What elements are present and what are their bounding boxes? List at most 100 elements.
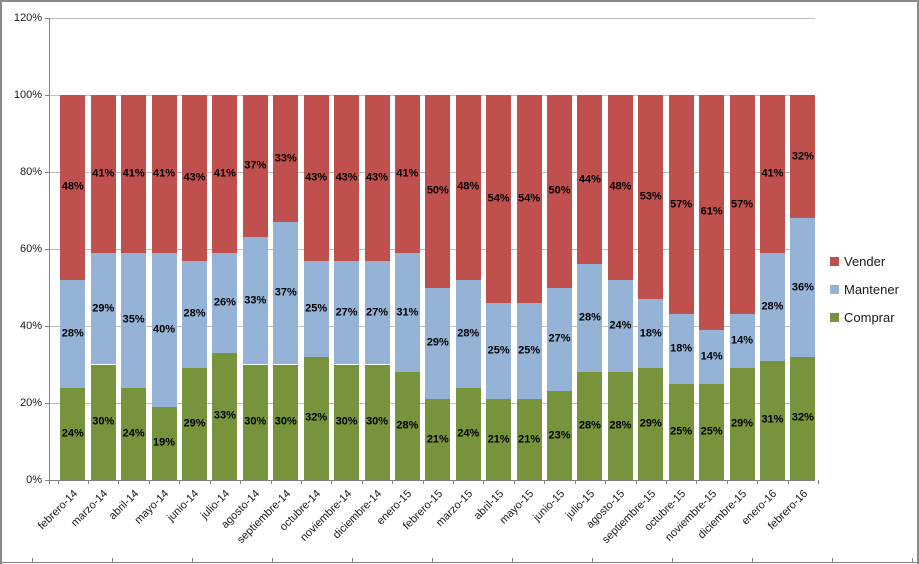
data-label-vender-junio-14: 43% <box>183 171 206 184</box>
data-label-vender-noviembre-14: 43% <box>335 171 358 184</box>
bar-segment-comprar-octubre-15 <box>668 383 694 480</box>
data-label-vender-marzo-14: 41% <box>92 167 115 180</box>
bar-segment-vender-agosto-15 <box>607 95 633 280</box>
bar-segment-comprar-mayo-14 <box>151 406 177 480</box>
bottom-table-tick <box>752 558 753 562</box>
bar-segment-vender-abril-14 <box>121 95 147 253</box>
bar-segment-mantener-febrero-15 <box>425 287 451 400</box>
legend-item-mantener: Mantener <box>830 275 899 303</box>
bar-segment-mantener-julio-15 <box>577 264 603 373</box>
data-label-mantener-diciembre-14: 27% <box>365 306 389 319</box>
data-label-mantener-mayo-14: 40% <box>153 323 176 336</box>
data-label-vender-agosto-15: 48% <box>609 180 632 193</box>
data-label-comprar-diciembre-15: 29% <box>731 417 754 430</box>
bar-segment-vender-julio-15 <box>577 95 603 265</box>
legend-item-comprar: Comprar <box>830 303 899 331</box>
bar-segment-vender-mayo-14 <box>151 95 177 253</box>
y-axis-tick-label: 0% <box>26 474 42 486</box>
bar-segment-vender-julio-14 <box>212 95 238 253</box>
bar-segment-comprar-diciembre-14 <box>364 364 390 480</box>
bar-segment-mantener-junio-15 <box>547 287 573 392</box>
data-label-vender-diciembre-15: 57% <box>731 198 754 211</box>
data-label-vender-enero-16: 41% <box>761 167 784 180</box>
data-label-vender-octubre-15: 57% <box>670 198 693 211</box>
data-label-mantener-agosto-15: 24% <box>609 319 632 332</box>
legend-label: Vender <box>844 253 886 269</box>
data-label-comprar-mayo-14: 19% <box>153 436 176 449</box>
y-axis-tick-mark <box>45 326 49 327</box>
bottom-table-tick <box>272 558 273 562</box>
data-label-vender-febrero-15: 50% <box>426 184 449 197</box>
bar-segment-vender-noviembre-14 <box>334 95 360 261</box>
bar-segment-mantener-enero-16 <box>759 252 785 361</box>
x-axis-tick-mark <box>361 480 363 484</box>
bar-segment-vender-febrero-16 <box>790 95 816 219</box>
bar-segment-mantener-diciembre-14 <box>364 260 390 365</box>
data-label-mantener-julio-14: 26% <box>213 296 236 309</box>
data-label-vender-mayo-15: 54% <box>518 192 541 205</box>
bar-segment-mantener-mayo-14 <box>151 252 177 407</box>
data-label-comprar-julio-15: 28% <box>578 419 601 432</box>
y-axis-tick-label: 20% <box>19 397 42 409</box>
legend-item-vender: Vender <box>830 247 899 275</box>
bar-segment-mantener-diciembre-15 <box>729 314 755 369</box>
data-label-vender-febrero-14: 48% <box>61 180 84 193</box>
bar-segment-comprar-febrero-15 <box>425 399 451 480</box>
data-label-vender-julio-14: 41% <box>213 167 236 180</box>
y-axis-tick-label: 60% <box>19 243 42 255</box>
data-label-mantener-junio-14: 28% <box>183 307 206 320</box>
x-axis-tick-mark <box>635 480 637 484</box>
data-label-mantener-mayo-15: 25% <box>518 344 541 357</box>
data-label-comprar-septiembre-15: 29% <box>639 417 662 430</box>
x-axis-tick-mark <box>148 480 150 484</box>
data-label-comprar-octubre-15: 25% <box>670 425 693 438</box>
bar-segment-comprar-enero-16 <box>759 360 785 480</box>
bottom-table-tick <box>912 558 913 562</box>
bar-segment-mantener-marzo-15 <box>455 279 481 388</box>
x-axis-tick-mark <box>88 480 89 484</box>
bar-segment-mantener-febrero-16 <box>790 218 816 357</box>
x-axis-tick-mark <box>422 480 424 484</box>
bar-segment-mantener-septiembre-15 <box>638 299 664 369</box>
bar-segment-comprar-abril-15 <box>486 399 512 480</box>
x-axis-tick-mark <box>392 480 394 484</box>
bar-segment-vender-marzo-14 <box>90 95 116 253</box>
data-label-vender-octubre-14: 43% <box>305 171 328 184</box>
data-label-comprar-enero-15: 28% <box>396 419 419 432</box>
x-axis-tick-mark <box>605 480 607 484</box>
x-axis-tick-mark <box>209 480 211 484</box>
y-axis-tick-mark <box>45 18 49 19</box>
x-axis-tick-mark <box>483 480 485 484</box>
data-label-comprar-marzo-15: 24% <box>457 427 480 440</box>
bar-segment-comprar-septiembre-15 <box>638 368 664 480</box>
x-axis-tick-mark <box>757 480 759 484</box>
data-label-comprar-diciembre-14: 30% <box>365 415 389 428</box>
y-axis-tick-label: 40% <box>19 320 42 332</box>
data-label-vender-noviembre-15: 61% <box>700 205 723 218</box>
bar-segment-comprar-abril-14 <box>121 387 147 480</box>
data-label-mantener-agosto-14: 33% <box>244 294 267 307</box>
data-label-vender-agosto-14: 37% <box>244 159 267 172</box>
gridline-0% <box>49 480 815 481</box>
data-label-mantener-febrero-14: 28% <box>61 327 84 340</box>
data-label-vender-septiembre-14: 33% <box>274 152 297 165</box>
data-label-comprar-febrero-16: 32% <box>791 411 814 424</box>
x-axis-tick-mark <box>787 480 789 484</box>
data-label-comprar-noviembre-14: 30% <box>335 415 358 428</box>
data-label-comprar-noviembre-15: 25% <box>700 425 723 438</box>
data-label-comprar-enero-16: 31% <box>761 413 784 426</box>
bar-segment-vender-enero-16 <box>759 95 785 253</box>
bottom-table-tick <box>32 558 33 562</box>
bar-segment-comprar-junio-14 <box>181 368 207 480</box>
legend-label: Comprar <box>844 309 895 325</box>
data-label-comprar-abril-15: 21% <box>487 433 510 446</box>
bottom-table-tick <box>432 558 433 562</box>
data-label-vender-junio-15: 50% <box>548 184 571 197</box>
bar-segment-comprar-agosto-15 <box>607 372 633 480</box>
bottom-table-tick <box>592 558 593 562</box>
bar-segment-mantener-junio-14 <box>181 260 207 369</box>
data-label-vender-marzo-15: 48% <box>457 180 480 193</box>
data-label-mantener-noviembre-14: 27% <box>335 306 358 319</box>
data-label-comprar-mayo-15: 21% <box>518 433 541 446</box>
